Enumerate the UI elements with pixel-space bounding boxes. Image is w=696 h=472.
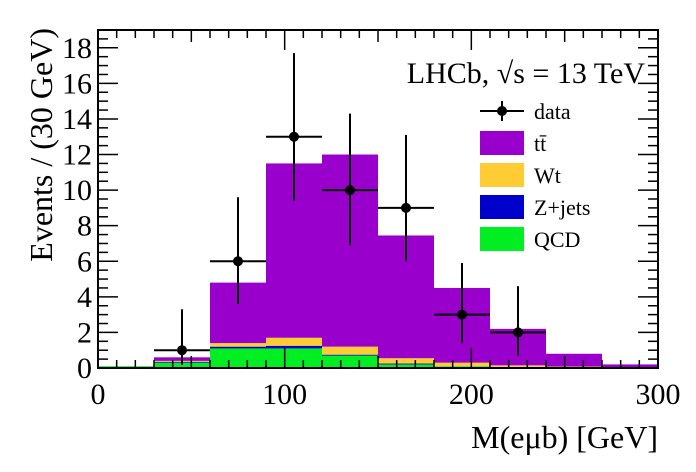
legend-item: QCD (480, 227, 580, 252)
legend-label: Wt (534, 163, 561, 188)
bar-wt-bin-6 (434, 362, 490, 367)
bar-zjets-bin-4 (322, 354, 378, 356)
bar-tt-bin-8 (546, 353, 602, 367)
data-point (490, 286, 546, 356)
data-point (322, 113, 378, 246)
y-tick-label: 10 (62, 174, 92, 207)
data-point (210, 197, 266, 304)
legend-swatch (480, 163, 524, 187)
data-point (434, 263, 490, 344)
y-tick-label: 0 (77, 352, 92, 385)
legend-swatch (480, 195, 524, 219)
y-axis-label: Events / (30 GeV) (23, 28, 59, 262)
legend-swatch (480, 131, 524, 155)
bar-wt-bin-3 (266, 337, 322, 346)
data-points (154, 53, 546, 365)
legend-label: Z+jets (534, 195, 590, 220)
y-tick-label: 16 (62, 67, 92, 100)
legend-label: data (534, 99, 571, 124)
legend-item: tt̄ (480, 131, 547, 156)
x-tick-label: 0 (91, 378, 106, 411)
legend: data tt̄ Wt Z+jets QCD (480, 99, 590, 252)
y-tick-label: 8 (77, 210, 92, 243)
data-marker (233, 256, 243, 267)
legend-label: tt̄ (534, 131, 547, 156)
bar-wt-bin-5 (378, 358, 434, 364)
y-tick-label: 6 (77, 245, 92, 278)
bar-zjets-bin-2 (210, 346, 266, 349)
x-tick-label: 100 (262, 378, 307, 411)
y-tick-label: 18 (62, 32, 92, 65)
data-marker (289, 131, 299, 142)
y-tick-label: 4 (77, 281, 92, 314)
bar-qcd-bin-5 (378, 364, 434, 368)
data-marker (401, 202, 411, 213)
bar-wt-bin-4 (322, 346, 378, 355)
bar-zjets-bin-5 (378, 363, 434, 365)
bar-qcd-bin-4 (322, 355, 378, 368)
bar-wt-bin-7 (490, 365, 546, 368)
y-tick-label: 14 (62, 103, 92, 136)
bar-qcd-bin-3 (266, 348, 322, 368)
legend-label: QCD (534, 227, 580, 252)
y-tick-label: 12 (62, 139, 92, 172)
legend-item: data (480, 99, 571, 124)
legend-marker-dot (497, 106, 507, 116)
bar-wt-bin-2 (210, 343, 266, 347)
x-axis-label: M(eμb) [GeV] (471, 419, 658, 455)
data-marker (345, 185, 355, 196)
bar-zjets-bin-3 (266, 345, 322, 349)
data-marker (457, 309, 467, 320)
data-point (266, 53, 322, 201)
legend-swatch (480, 227, 524, 251)
bar-qcd-bin-1 (154, 362, 210, 368)
x-tick-label: 300 (636, 378, 681, 411)
legend-item: Wt (480, 163, 561, 188)
bar-qcd-bin-2 (210, 348, 266, 368)
y-tick-label: 2 (77, 316, 92, 349)
data-marker (513, 327, 523, 338)
legend-item: Z+jets (480, 195, 590, 220)
data-point (378, 134, 434, 262)
bar-tt-bin-9 (602, 364, 658, 368)
x-tick-label: 200 (449, 378, 494, 411)
data-marker (177, 345, 187, 356)
data-point (154, 309, 210, 365)
experiment-label: LHCb, √s = 13 TeV (407, 57, 646, 90)
